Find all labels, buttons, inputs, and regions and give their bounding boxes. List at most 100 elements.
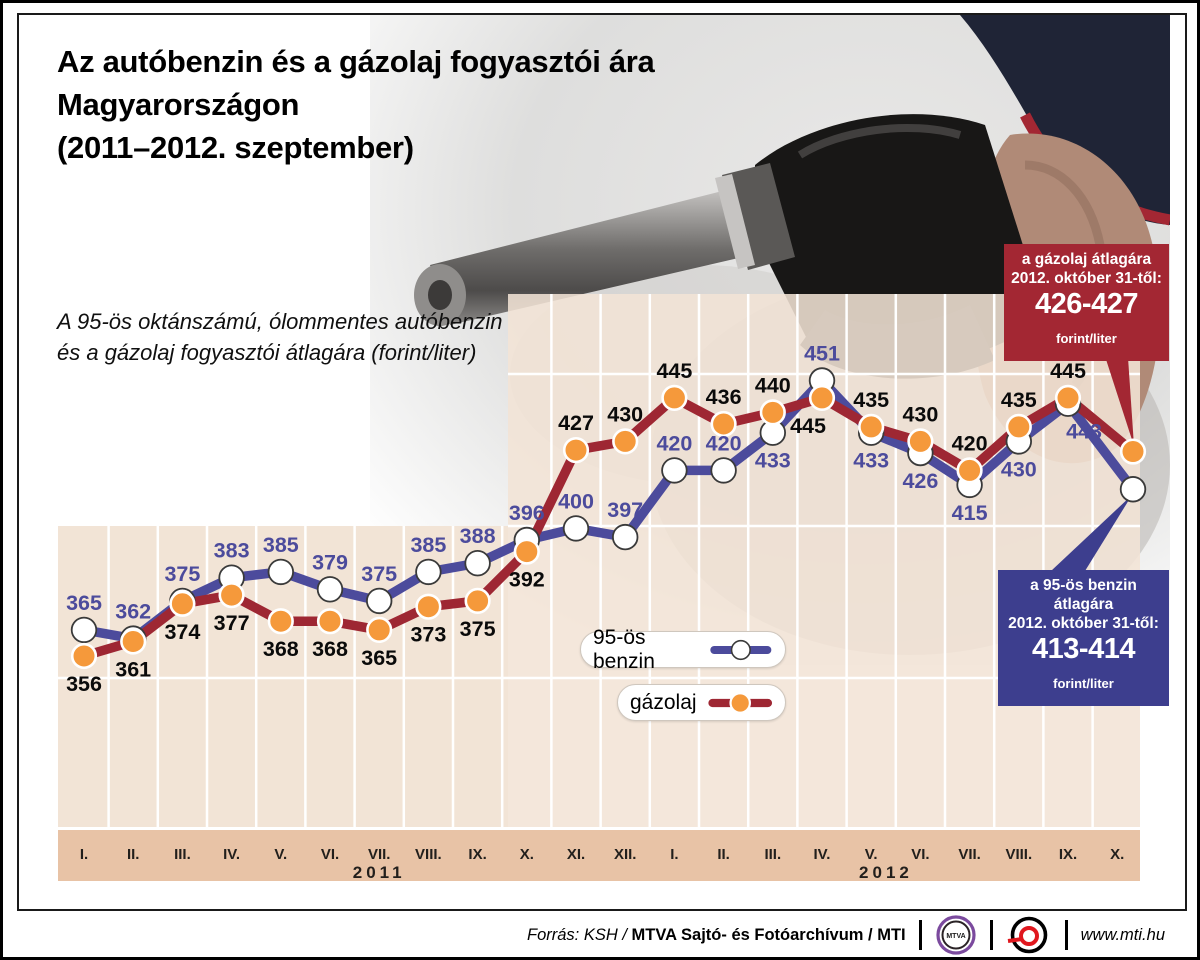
gazolaj-marker [120,628,147,655]
value-label: 373 [410,623,446,647]
value-label: 375 [460,617,496,641]
benzin-marker [415,558,442,586]
axis-tick-label: X. [520,846,534,863]
gazolaj-marker [956,457,983,484]
petrol-price-callout: a 95-ös benzin átlagára 2012. október 31… [998,570,1169,706]
value-label: 443 [1066,420,1102,444]
footer-divider [989,920,993,950]
value-label: 396 [509,501,545,525]
title-line: (2011–2012. szeptember) [57,130,414,165]
axis-tick-label: VII. [368,846,391,863]
legend-label-gazolaj: gázolaj [630,690,697,714]
gazolaj-marker [759,399,786,426]
diesel-price-callout: a gázolaj átlagára 2012. október 31-től:… [1004,244,1169,361]
axis-tick-label: IV. [814,846,831,863]
axis-tick-label: X. [1110,846,1124,863]
axis-tick-label: VI. [911,846,929,863]
value-label: 445 [1050,359,1086,383]
spout-collar-ring [715,174,755,269]
value-label: 397 [607,498,643,522]
page-title: Az autóbenzin és a gázolaj fogyasztói ár… [57,40,655,169]
value-label: 420 [706,431,742,455]
legend-sample-gazolaj-line [707,691,772,714]
gazolaj-marker [710,410,737,438]
value-label: 435 [1001,388,1037,412]
callout-text: a 95-ös benzin átlagára [1030,577,1137,613]
benzin-marker [710,457,737,484]
axis-tick-label: XI. [567,846,585,863]
subtitle-line: A 95-ös oktánszámú, ólommentes autóbenzi… [57,309,503,334]
inner-frame [17,13,1187,911]
gazolaj-marker [612,428,639,455]
value-label: 385 [263,533,299,557]
value-label: 427 [558,411,594,435]
value-label: 426 [902,469,938,493]
callout-value: 426-427 [1035,288,1138,320]
axis-tick-label: II. [717,846,730,863]
legend-label-benzin: 95-ös benzin [593,625,655,673]
gazolaj-marker [70,642,98,670]
value-label: 375 [164,562,200,586]
value-label: 435 [853,388,889,412]
axis-tick-label: I. [80,846,88,863]
title-line: Magyarországon [57,87,300,122]
axis-tick-label: IV. [223,846,240,863]
gazolaj-marker [1005,413,1032,441]
spout-tip-hole [428,280,452,310]
nozzle-spout [430,187,760,325]
value-label: 420 [952,431,988,455]
axis-tick-label: VII. [958,846,981,863]
axis-tick-label: V. [865,846,878,863]
value-label: 377 [214,611,250,635]
gazolaj-marker [316,608,344,635]
value-label: 430 [607,402,643,426]
callout-text: a gázolaj átlagára [1021,251,1152,268]
gazolaj-marker [169,590,196,617]
value-label: 420 [656,431,692,455]
value-label: 383 [214,539,250,563]
value-label: 440 [755,373,791,397]
axis-tick-label: II. [127,846,140,863]
axis-tick-label: IX. [1059,846,1077,863]
axis-year-label: 2012 [859,863,913,882]
website-url: www.mti.hu [1080,925,1165,944]
value-label: 388 [460,524,496,548]
axis-tick-label: VIII. [1005,846,1032,863]
axis-tick-label: VI. [321,846,339,863]
petrol-callout-tail [1051,495,1132,571]
value-label: 374 [164,620,200,644]
callout-value: 413-414 [1032,633,1135,665]
value-label: 445 [656,359,692,383]
gazolaj-marker [267,608,294,635]
callout-unit: forint/liter [1056,331,1117,346]
gazolaj-marker [1119,438,1147,465]
value-label: 451 [804,342,840,366]
value-label: 430 [902,402,938,426]
benzin-marker [562,515,590,542]
benzin-marker [661,457,688,484]
benzin-marker [612,523,639,551]
value-label: 433 [853,449,889,473]
gazolaj-marker [513,538,540,565]
value-label: 430 [1001,457,1037,481]
value-label: 400 [558,489,594,513]
axis-tick-label: XII. [614,846,637,863]
axis-year-label: 2011 [353,863,406,882]
gazolaj-marker [907,428,934,455]
footer: Forrás: KSH / MTVA Sajtó- és Fotóarchívu… [527,914,1165,956]
legend-item-benzin: 95-ös benzin [580,626,786,673]
value-label: 445 [790,414,826,438]
benzin-marker [70,616,98,644]
benzin-line [79,375,1138,644]
axis-tick-label: V. [274,846,287,863]
handle-highlight [797,124,962,159]
source-archive: MTVA Sajtó- és Fotóarchívum / MTI [631,925,906,944]
value-label: 361 [115,658,151,682]
footer-divider [1064,920,1068,950]
value-label: 375 [361,562,397,586]
title-line: Az autóbenzin és a gázolaj fogyasztói ár… [57,44,655,79]
value-label: 385 [410,533,446,557]
gazolaj-line [79,393,1138,661]
gazolaj-marker [415,593,442,620]
